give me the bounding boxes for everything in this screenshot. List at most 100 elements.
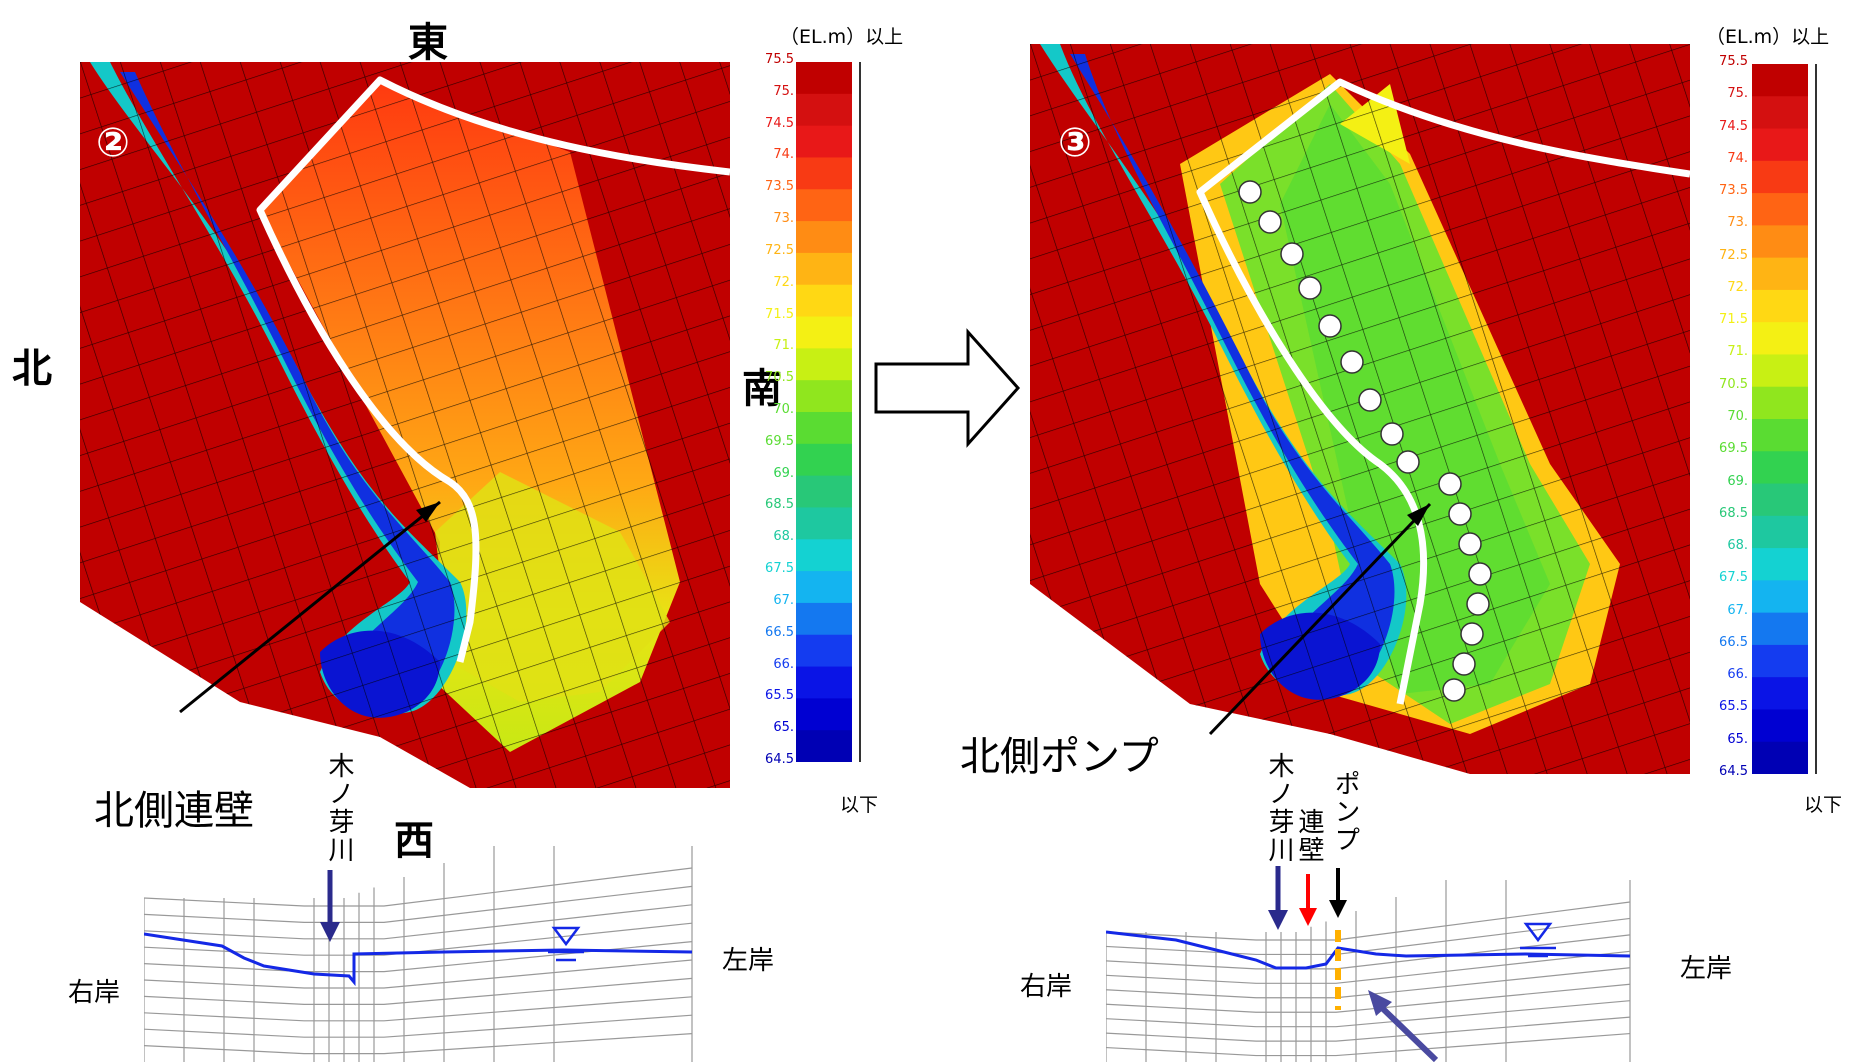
scale-swatch [1752, 612, 1808, 646]
scale-tick-label: 65. [1727, 731, 1748, 747]
right-callout-label: 北側ポンプ [960, 734, 1159, 780]
scale-swatch [1752, 193, 1808, 226]
left-contour-map [80, 62, 730, 788]
drawdown-arrow-icon [1368, 990, 1392, 1016]
scale-tick-label: 71. [1727, 344, 1748, 360]
scale-swatch [1752, 64, 1808, 97]
scale-tick-label: 65.5 [1719, 699, 1748, 715]
north-wall-line[interactable] [256, 76, 730, 663]
scale-swatch [796, 666, 852, 699]
right-left-bank-label: 左岸 [1680, 954, 1733, 984]
scale-tick-label: 65.5 [765, 688, 794, 704]
scale-tick-label: 73.5 [765, 179, 794, 195]
scale-swatch [796, 62, 852, 95]
scale-tick-label: 72.5 [1719, 247, 1748, 263]
scale-tick-label: 73. [1727, 215, 1748, 231]
scale-swatch [1752, 128, 1808, 162]
scale-tick-label: 72.5 [765, 242, 794, 258]
scale-swatch [1752, 709, 1808, 743]
scale-tick-label: 73.5 [1719, 183, 1748, 199]
scale-tick-label: 68.5 [1719, 505, 1748, 521]
scale-tick-label: 66. [1727, 667, 1748, 683]
scale-swatch [1752, 548, 1808, 581]
scale-swatch [1752, 160, 1808, 194]
scale-tick-label: 67.5 [1719, 570, 1748, 586]
right-cross-section [1106, 866, 1631, 1062]
scale-tick-label: 75. [773, 83, 794, 99]
scale-tick-label: 69.5 [765, 433, 794, 449]
right-pump-label: ポンプ [1330, 770, 1360, 854]
scale-swatch [1752, 96, 1808, 130]
scale-swatch [1752, 354, 1808, 388]
scale-swatch [796, 539, 852, 572]
scale-tick-label: 68. [1727, 538, 1748, 554]
scale-tick-label: 72. [1727, 279, 1748, 295]
pump-markers [1238, 180, 1492, 702]
transition-arrow-icon [874, 328, 1021, 448]
right-wall-label: 連壁 [1294, 808, 1324, 864]
pump-marker [1318, 314, 1342, 338]
scale-swatch [796, 571, 852, 604]
scale-tick-label: 66. [773, 656, 794, 672]
scale-tick-label: 67. [1727, 602, 1748, 618]
left-cross-section [144, 846, 693, 1062]
scale-tick-label: 75.5 [1719, 54, 1748, 69]
scale-swatch [796, 221, 852, 254]
pump-marker [1442, 678, 1466, 702]
pump-marker [1340, 350, 1364, 374]
scale-swatch [796, 443, 852, 477]
scale-tick-label: 70. [773, 402, 794, 417]
right-color-scale [1752, 64, 1817, 774]
water-level-line [144, 932, 693, 987]
scale-swatch [1752, 515, 1808, 549]
left-color-scale [796, 62, 861, 762]
scale-swatch [1752, 386, 1808, 420]
scale-swatch [1752, 451, 1808, 485]
scale-tick-label: 74.5 [1719, 118, 1748, 134]
left-river-label: 木ノ芽川 [324, 752, 354, 864]
pump-arrow-icon [1329, 900, 1347, 918]
scale-tick-label: 75. [1727, 86, 1748, 102]
scale-swatch [796, 602, 852, 636]
scale-swatches [1752, 64, 1808, 774]
pump-marker [1380, 422, 1404, 446]
north-wall-line[interactable] [1196, 78, 1690, 705]
scale-tick-label: 71.5 [765, 306, 794, 322]
left-right-bank-label: 右岸 [68, 978, 121, 1008]
scale-swatch [796, 189, 852, 222]
scale-tick-label: 66.5 [1719, 634, 1748, 650]
right-step-marker: ③ [1058, 120, 1092, 166]
scale-tick-label: 75.5 [765, 52, 794, 67]
scale-tick-label: 67. [773, 592, 794, 608]
pump-marker [1458, 532, 1482, 556]
scale-swatch [1752, 322, 1808, 355]
compass-west: 西 [394, 818, 434, 864]
scale-swatch [796, 475, 852, 508]
right-scale-unit-bottom: 以下 [1804, 794, 1843, 816]
scale-swatch [1752, 677, 1808, 710]
scale-tick-label: 71. [773, 338, 794, 354]
pump-marker [1468, 562, 1492, 586]
scale-tick-label: 69. [773, 465, 794, 481]
scale-tick-label: 68.5 [765, 497, 794, 513]
pump-marker [1466, 592, 1490, 616]
water-level-icon [1520, 922, 1556, 958]
compass-east: 東 [408, 20, 448, 66]
left-callout-label: 北側連壁 [94, 788, 254, 834]
scale-tick-label: 72. [773, 274, 794, 290]
pump-marker [1298, 276, 1322, 300]
scale-swatch [796, 507, 852, 540]
pump-marker [1358, 388, 1382, 412]
right-scale-ticks: 75.5 75. 74.5 74. 73.5 73. 72.5 72. 71.5 71. 70.5 7… [1704, 54, 1754, 784]
scale-tick-label: 65. [773, 720, 794, 736]
callout-pointer [1208, 502, 1432, 736]
scale-swatches [796, 62, 852, 762]
scale-swatch [1752, 419, 1808, 452]
compass-south: 南 [742, 366, 782, 412]
scale-tick-label: 74. [773, 147, 794, 163]
scale-tick-label: 64.5 [1719, 764, 1748, 779]
scale-tick-label: 70.5 [1719, 376, 1748, 392]
scale-swatch [1752, 741, 1808, 774]
scale-tick-label: 69.5 [1719, 441, 1748, 457]
scale-swatch [796, 157, 852, 190]
